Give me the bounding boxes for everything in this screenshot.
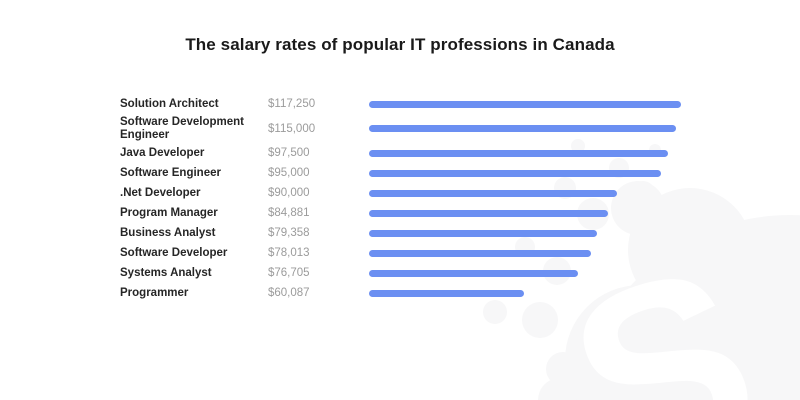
salary-value: $78,013 — [268, 247, 310, 259]
salary-value: $84,881 — [268, 207, 310, 219]
profession-label: Program Manager — [120, 206, 218, 219]
chart-row: Business Analyst $79,358 — [120, 223, 800, 243]
profession-label: .Net Developer — [120, 186, 201, 199]
salary-bar — [369, 169, 661, 177]
chart-row: .Net Developer $90,000 — [120, 183, 800, 203]
chart-row: Software Development Engineer $115,000 — [120, 114, 800, 143]
salary-value: $115,000 — [268, 122, 316, 135]
profession-label: Business Analyst — [120, 226, 216, 239]
chart-row: Software Engineer $95,000 — [120, 163, 800, 183]
salary-bar — [369, 209, 608, 217]
profession-label: Solution Architect — [120, 97, 219, 110]
chart-title: The salary rates of popular IT professio… — [185, 35, 615, 55]
salary-value: $95,000 — [268, 167, 310, 179]
salary-bar — [369, 229, 597, 237]
salary-bar-chart: Solution Architect $117,250 Software Dev… — [120, 94, 800, 303]
salary-bar — [369, 100, 681, 108]
salary-bar — [369, 149, 668, 157]
salary-bar — [369, 125, 676, 132]
salary-value: $79,358 — [268, 227, 310, 239]
profession-label: Software Development Engineer — [120, 116, 244, 141]
salary-bar — [369, 269, 578, 277]
profession-label: Systems Analyst — [120, 266, 212, 279]
chart-row: Java Developer $97,500 — [120, 143, 800, 163]
chart-row: Systems Analyst $76,705 — [120, 263, 800, 283]
salary-value: $97,500 — [268, 147, 310, 159]
salary-value: $117,250 — [268, 98, 316, 110]
chart-row: Software Developer $78,013 — [120, 243, 800, 263]
salary-bar — [369, 289, 524, 297]
salary-value: $60,087 — [268, 287, 310, 299]
profession-label: Programmer — [120, 286, 189, 299]
chart-row: Programmer $60,087 — [120, 283, 800, 303]
profession-label: Software Developer — [120, 246, 228, 259]
salary-value: $76,705 — [268, 267, 310, 279]
chart-row: Program Manager $84,881 — [120, 203, 800, 223]
chart-row: Solution Architect $117,250 — [120, 94, 800, 114]
profession-label: Software Engineer — [120, 166, 221, 179]
profession-label: Java Developer — [120, 146, 205, 159]
salary-value: $90,000 — [268, 187, 310, 199]
salary-bar — [369, 189, 617, 197]
salary-bar — [369, 249, 591, 257]
